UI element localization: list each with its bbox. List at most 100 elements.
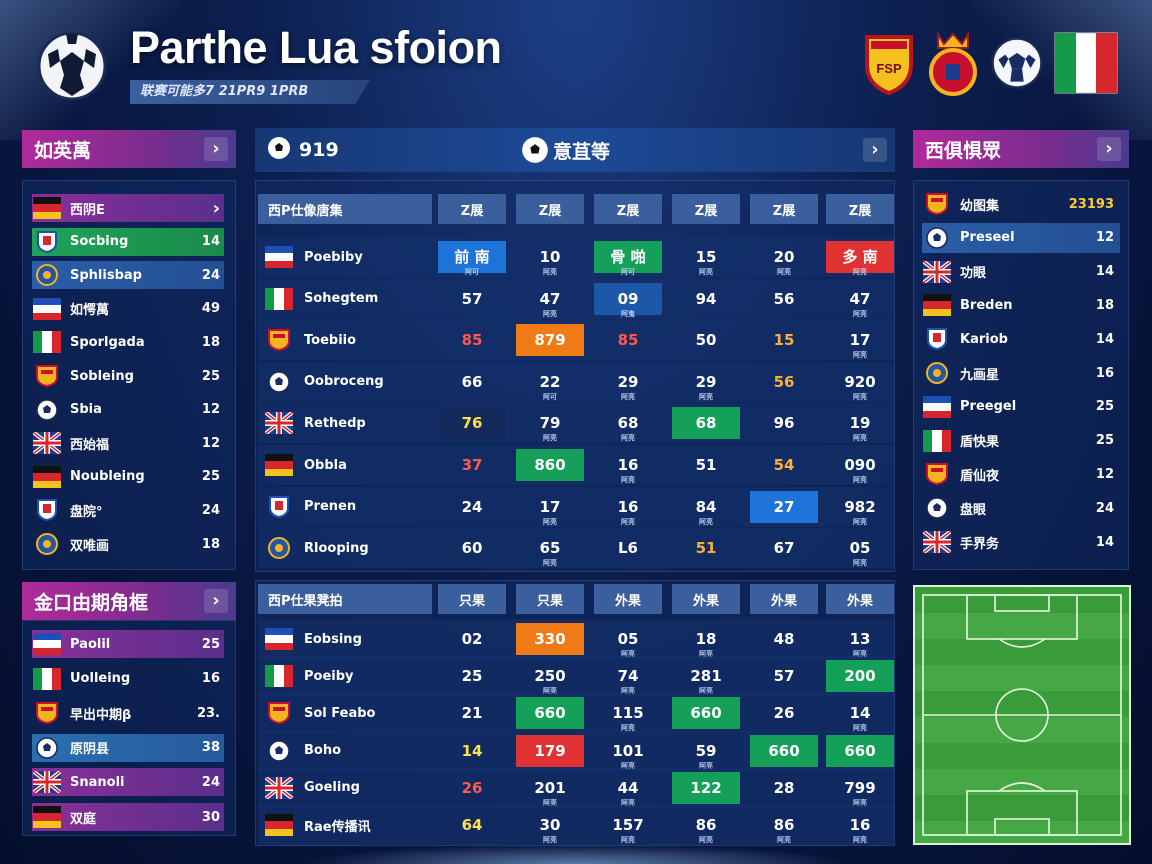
left-bottom-panel-header[interactable]: 金口由期角框 › [22, 582, 236, 620]
score-cell[interactable]: 090 阿亮 [826, 449, 894, 484]
score-cell[interactable]: 24 [438, 491, 506, 523]
table-row[interactable]: Oobroceng 66 22 阿可 29 阿亮 29 阿亮 56 920 阿亮 [258, 361, 894, 402]
score-cell[interactable]: 30 阿亮 [516, 809, 584, 844]
score-cell[interactable]: 281 阿亮 [672, 660, 740, 695]
score-cell[interactable]: 18 阿亮 [672, 623, 740, 658]
score-cell[interactable]: 860 [516, 449, 584, 481]
score-cell[interactable]: 14 阿亮 [826, 697, 894, 732]
score-cell[interactable]: 前 南阿可 [438, 241, 506, 276]
score-cell[interactable]: 179 [516, 734, 584, 767]
list-item[interactable]: 盾快果 25 [922, 426, 1120, 456]
score-cell[interactable]: 37 [438, 449, 506, 481]
score-cell[interactable]: 21 [438, 697, 506, 729]
list-item[interactable]: Noubleing 25 [32, 463, 224, 491]
score-cell[interactable]: 94 [672, 283, 740, 315]
table-column-header[interactable]: Z展 [516, 194, 584, 224]
score-cell[interactable]: 10 阿亮 [516, 241, 584, 276]
score-cell[interactable]: 85 [438, 324, 506, 356]
score-cell[interactable]: 660 [750, 734, 818, 767]
score-cell[interactable]: 201 阿亮 [516, 772, 584, 807]
score-cell[interactable]: 57 [750, 660, 818, 692]
score-cell[interactable]: 50 [672, 324, 740, 356]
score-cell[interactable]: 28 [750, 772, 818, 804]
score-cell[interactable]: 13 阿亮 [826, 623, 894, 658]
score-cell[interactable]: 05 阿亮 [594, 623, 662, 658]
score-cell[interactable]: 250 阿亮 [516, 660, 584, 695]
score-cell[interactable]: 68 [672, 407, 740, 440]
score-cell[interactable]: 982 阿亮 [826, 491, 894, 526]
score-cell[interactable]: 15 阿亮 [672, 241, 740, 276]
score-cell[interactable]: 79 阿亮 [516, 407, 584, 442]
score-cell[interactable]: 799 阿亮 [826, 772, 894, 807]
score-cell[interactable]: 29 阿亮 [672, 366, 740, 401]
score-cell[interactable]: 157 阿亮 [594, 809, 662, 844]
table-row[interactable]: Poeiby 25 250 阿亮 74 阿亮 281 阿亮 57 200 [258, 656, 894, 697]
score-cell[interactable]: 84 阿亮 [672, 491, 740, 526]
table-column-header[interactable]: 外果 [594, 584, 662, 614]
table-header-first[interactable]: 西P仕像唐集 [258, 194, 432, 224]
table-column-header[interactable]: Z展 [750, 194, 818, 224]
score-cell[interactable]: 多 南阿亮 [826, 241, 894, 276]
score-cell[interactable]: 67 [750, 532, 818, 564]
score-cell[interactable]: 200 [826, 660, 894, 693]
table-row[interactable]: Rethedp 76 79 阿亮 68 阿亮 68 96 19 阿亮 [258, 403, 894, 444]
list-item[interactable]: 如愕萬 49 [32, 295, 224, 323]
score-cell[interactable]: 25 [438, 660, 506, 692]
list-item[interactable]: Paolil 25 [32, 630, 224, 658]
score-cell[interactable]: 56 [750, 366, 818, 398]
table-row[interactable]: Toebiio 85 879 85 50 15 17 阿亮 [258, 320, 894, 361]
score-cell[interactable]: 15 [750, 324, 818, 356]
score-cell[interactable]: 879 [516, 324, 584, 357]
score-cell[interactable]: 44 阿亮 [594, 772, 662, 807]
list-item[interactable]: 盾仙夜 12 [922, 459, 1120, 489]
table-row[interactable]: Prenen 24 17 阿亮 16 阿亮 84 阿亮 27 982 阿亮 [258, 486, 894, 527]
list-item[interactable]: Kariob 14 [922, 324, 1120, 354]
table-row[interactable]: Boho 14 179 101 阿亮 59 阿亮 660 660 [258, 730, 894, 771]
score-cell[interactable]: 101 阿亮 [594, 735, 662, 770]
table-row[interactable]: Obbla 37 860 16 阿亮 51 54 090 阿亮 [258, 445, 894, 485]
score-cell[interactable]: 骨 啪阿可 [594, 241, 662, 276]
table-column-header[interactable]: 外果 [750, 584, 818, 614]
list-item[interactable]: Uolleing 16 [32, 665, 224, 693]
table-column-header[interactable]: Z展 [672, 194, 740, 224]
table-row[interactable]: Goeling 26 201 阿亮 44 阿亮 122 28 799 阿亮 [258, 767, 894, 808]
table-row[interactable]: Rlooping 60 65 阿亮 L6 51 67 05 阿亮 [258, 528, 894, 569]
chevron-right-icon[interactable]: › [1097, 137, 1121, 161]
list-item[interactable]: 盘院° 24 [32, 496, 224, 524]
score-cell[interactable]: 02 [438, 623, 506, 655]
table-column-header[interactable]: Z展 [826, 194, 894, 224]
score-cell[interactable]: 05 阿亮 [826, 532, 894, 567]
score-cell[interactable]: L6 [594, 532, 662, 564]
score-cell[interactable]: 660 [672, 697, 740, 730]
table-column-header[interactable]: Z展 [594, 194, 662, 224]
score-cell[interactable]: 26 [750, 697, 818, 729]
list-item[interactable]: 早出中期β 23. [32, 699, 224, 727]
chevron-right-icon[interactable]: › [863, 138, 887, 162]
score-cell[interactable]: 51 [672, 449, 740, 481]
list-item[interactable]: 九画星 16 [922, 358, 1120, 388]
score-cell[interactable]: 20 阿亮 [750, 241, 818, 276]
score-cell[interactable]: 19 阿亮 [826, 407, 894, 442]
list-item[interactable]: Preseel 12 [922, 222, 1120, 253]
list-item[interactable]: 幼图集 23193 [922, 189, 1120, 219]
table-column-header[interactable]: 外果 [826, 584, 894, 614]
score-cell[interactable]: 59 阿亮 [672, 735, 740, 770]
list-item[interactable]: Sbia 12 [32, 396, 224, 424]
score-cell[interactable]: 56 [750, 283, 818, 315]
score-cell[interactable]: 22 阿可 [516, 366, 584, 401]
score-cell[interactable]: 64 [438, 809, 506, 841]
list-item[interactable]: 双庭 30 [32, 803, 224, 831]
left-top-panel-header[interactable]: 如英萬 › [22, 130, 236, 168]
list-item[interactable]: 西始福 12 [32, 429, 224, 457]
score-cell[interactable]: 47 阿亮 [826, 283, 894, 318]
list-item[interactable]: Sobleing 25 [32, 362, 224, 390]
score-cell[interactable]: 47 阿亮 [516, 283, 584, 318]
table-row[interactable]: Rae传播讯 64 30 阿亮 157 阿亮 86 阿亮 86 阿亮 16 阿亮 [258, 805, 894, 845]
score-cell[interactable]: 16 阿亮 [594, 491, 662, 526]
list-item[interactable]: 西阴E › [32, 194, 224, 222]
table-column-header[interactable]: 只果 [516, 584, 584, 614]
right-panel-header[interactable]: 西俱惧眾 › [913, 130, 1129, 168]
list-item[interactable]: 原阴县 38 [32, 733, 224, 762]
table-column-header[interactable]: 外果 [672, 584, 740, 614]
score-cell[interactable]: 48 [750, 623, 818, 655]
